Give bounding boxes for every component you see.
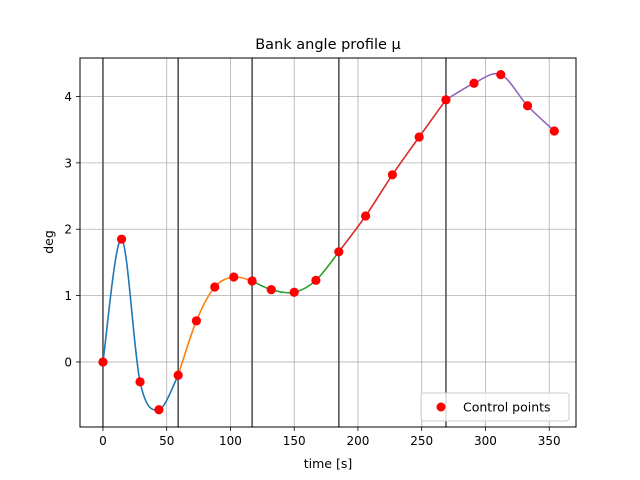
control-point [289, 287, 299, 297]
x-tick-label: 250 [410, 434, 433, 448]
x-tick-label: 50 [159, 434, 174, 448]
control-points [98, 69, 559, 415]
plot-area-background [80, 58, 576, 427]
y-tick-label: 4 [64, 90, 72, 104]
x-tick-label: 200 [347, 434, 370, 448]
y-axis-label: deg [41, 230, 56, 254]
plot-frame [79, 57, 577, 428]
legend-marker-control-points [436, 402, 446, 412]
chart-title: Bank angle profile μ [255, 37, 401, 53]
control-point [229, 272, 239, 282]
y-tick-label: 1 [64, 289, 72, 303]
x-tick-label: 0 [99, 434, 107, 448]
legend-box [420, 392, 570, 422]
control-point [334, 247, 344, 257]
control-point [266, 285, 276, 295]
x-tick-label: 300 [474, 434, 497, 448]
legend: Control points [420, 392, 570, 422]
control-point [135, 377, 145, 387]
control-point [210, 282, 220, 292]
legend-label-control-points: Control points [463, 400, 551, 415]
control-point [414, 132, 424, 142]
y-axis-ticks: 0 1 2 3 4 [64, 90, 80, 369]
control-point [361, 211, 371, 221]
control-point [469, 78, 479, 88]
control-point [441, 95, 451, 105]
control-point [191, 316, 202, 326]
control-point [98, 357, 108, 367]
x-tick-label: 150 [283, 434, 306, 448]
control-point [173, 370, 183, 380]
y-tick-label: 3 [64, 156, 72, 170]
control-point [116, 234, 127, 244]
control-point [549, 126, 559, 136]
x-tick-label: 100 [219, 434, 242, 448]
control-point [387, 170, 397, 180]
control-point [247, 276, 257, 286]
x-tick-label: 350 [538, 434, 561, 448]
control-point [154, 405, 164, 415]
grid [80, 58, 576, 427]
y-tick-label: 0 [64, 355, 72, 369]
y-tick-label: 2 [64, 223, 72, 237]
x-axis-ticks: 0 50 100 150 200 250 300 350 [99, 427, 561, 448]
control-point [311, 275, 321, 285]
control-point [496, 69, 506, 80]
x-axis-label: time [s] [304, 456, 352, 471]
control-point [522, 101, 533, 111]
